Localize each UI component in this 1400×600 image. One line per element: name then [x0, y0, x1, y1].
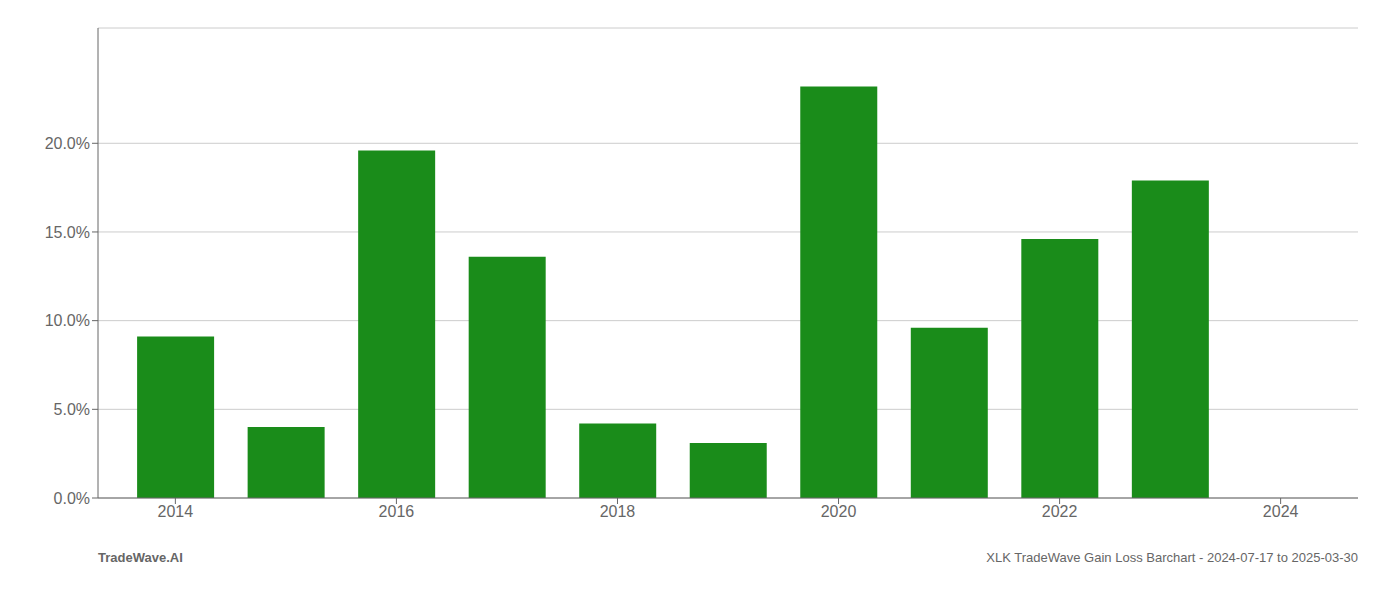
svg-text:2014: 2014	[158, 503, 194, 520]
svg-text:2024: 2024	[1263, 503, 1299, 520]
html-text:XLK TradeWave Gain Loss Barcha: XLK TradeWave Gain Loss Barchart - 2024-…	[986, 550, 1358, 565]
svg-text:2022: 2022	[1042, 503, 1078, 520]
svg-text:0.0%: 0.0%	[54, 490, 90, 507]
svg-text:20.0%: 20.0%	[45, 135, 90, 152]
svg-text:5.0%: 5.0%	[54, 401, 90, 418]
svg-text:2016: 2016	[379, 503, 415, 520]
svg-text:2018: 2018	[600, 503, 636, 520]
svg-text:2020: 2020	[821, 503, 857, 520]
svg-text:10.0%: 10.0%	[45, 312, 90, 329]
svg-text:15.0%: 15.0%	[45, 224, 90, 241]
html-text:TradeWave.AI: TradeWave.AI	[98, 550, 183, 565]
